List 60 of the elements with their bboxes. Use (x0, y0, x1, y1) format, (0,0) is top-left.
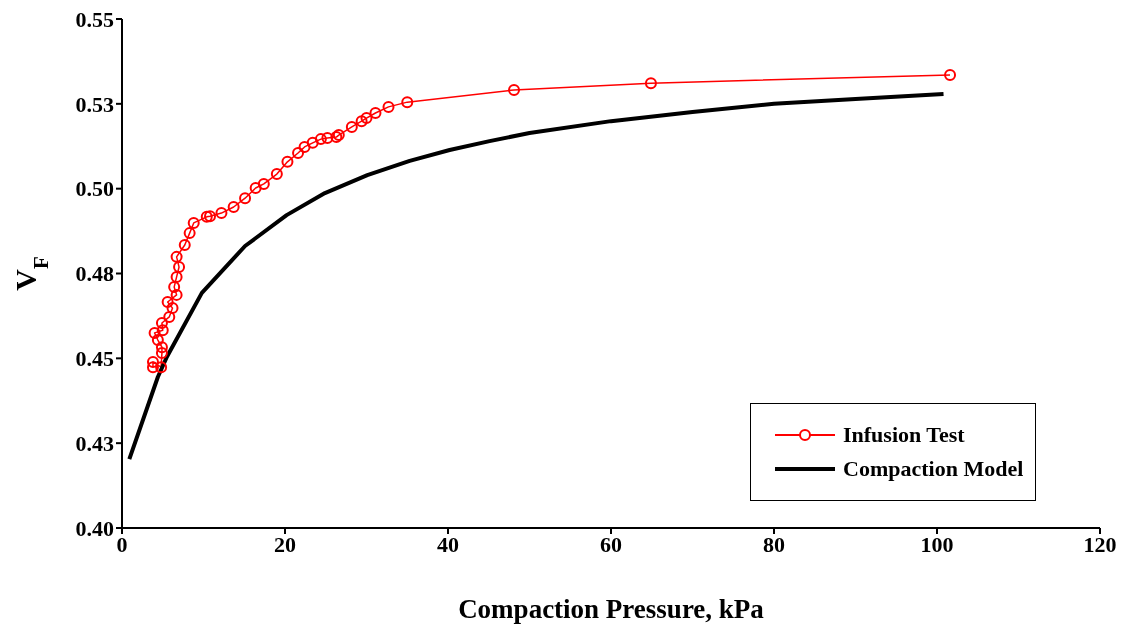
point (187, 216, 200, 229)
point (215, 207, 228, 220)
point (239, 192, 252, 205)
point (146, 361, 159, 374)
point (382, 100, 395, 113)
point (369, 107, 382, 119)
point (306, 136, 319, 149)
x-tick-label: 80 (763, 531, 785, 557)
y-tick-label: 0.40 (75, 515, 114, 541)
y-tick-label: 0.43 (75, 430, 114, 456)
point (148, 326, 161, 339)
point (168, 281, 181, 294)
point (151, 334, 164, 347)
y-tick-label: 0.55 (75, 6, 114, 32)
x-tick-label: 20 (274, 531, 296, 557)
point (298, 140, 311, 153)
point (161, 296, 174, 308)
point (321, 132, 334, 145)
point (345, 120, 358, 133)
point (401, 96, 414, 109)
point (163, 310, 176, 323)
x-tick-label: 100 (920, 531, 954, 557)
point (249, 181, 262, 194)
point (200, 210, 213, 223)
point (281, 155, 294, 168)
point (170, 288, 183, 301)
point (508, 83, 521, 96)
point (257, 177, 270, 190)
legend-label: Infusion Test (843, 422, 965, 448)
point (178, 239, 191, 251)
point (170, 270, 183, 283)
y-tick-label: 0.50 (75, 176, 114, 202)
x-tick-label: 40 (437, 531, 459, 557)
x-tick-label: 120 (1083, 531, 1117, 557)
point (644, 77, 657, 90)
point (156, 324, 169, 337)
y-tick-label: 0.45 (75, 346, 114, 372)
point (166, 302, 179, 315)
point (204, 210, 217, 223)
y-tick-label: 0.53 (75, 91, 114, 117)
point (360, 112, 373, 125)
point (173, 261, 186, 274)
point (270, 168, 283, 181)
point (155, 361, 168, 374)
point (183, 227, 196, 240)
x-axis-title: Compaction Pressure, kPa (458, 594, 765, 624)
x-tick-label: 60 (600, 531, 622, 557)
point (292, 147, 305, 160)
point (146, 356, 159, 369)
point (314, 133, 327, 146)
x-tick-label: 0 (116, 531, 128, 557)
point (355, 115, 368, 128)
point (227, 200, 240, 213)
point (155, 317, 168, 330)
point (944, 68, 957, 81)
point (155, 346, 168, 359)
point (155, 341, 168, 354)
point (170, 250, 183, 263)
legend-label: Compaction Model (843, 456, 1024, 482)
y-tick-label: 0.48 (75, 261, 114, 287)
